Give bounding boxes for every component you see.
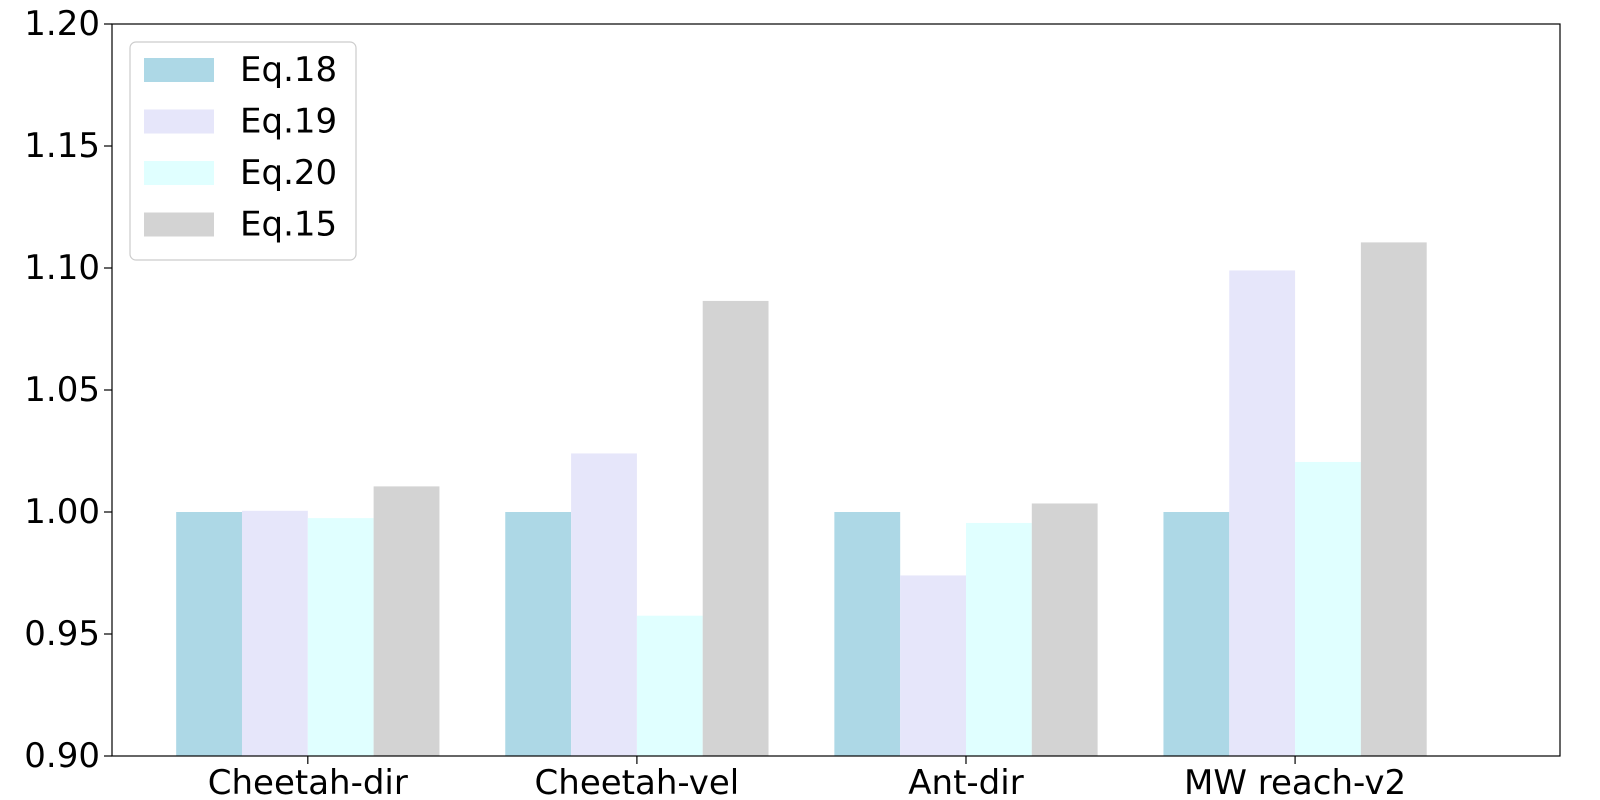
legend-swatch (144, 58, 214, 82)
bar-Eq.19-Cheetah-dir (241, 510, 308, 756)
bar-Eq.20-Ant-dir (965, 522, 1032, 756)
x-tick-label: Ant-dir (908, 763, 1023, 800)
bar-Eq.18-Cheetah-vel (505, 512, 572, 756)
y-tick-label: 0.95 (24, 614, 100, 654)
y-tick-label: 0.90 (24, 736, 100, 776)
bar-Eq.15-MW reach-v2 (1360, 242, 1427, 756)
x-axis: Cheetah-dir Cheetah-vel Ant-dir MW reach-v2 (208, 756, 1406, 800)
y-axis: 0.90 0.95 1.00 1.05 1.10 1.15 1.20 (24, 4, 112, 776)
legend-label: Eq.18 (240, 50, 337, 90)
x-tick-label: Cheetah-dir (208, 763, 408, 800)
y-tick-label: 1.00 (24, 492, 100, 532)
bar-Eq.19-Cheetah-vel (571, 453, 637, 756)
legend-swatch (144, 161, 214, 185)
legend-label: Eq.15 (240, 205, 337, 245)
y-tick-label: 1.10 (24, 248, 100, 288)
legend-label: Eq.20 (240, 153, 337, 193)
legend-box (129, 41, 357, 261)
legend-label: Eq.19 (240, 102, 337, 142)
y-tick-label: 1.20 (24, 4, 100, 44)
bar-Eq.18-MW reach-v2 (1163, 512, 1230, 756)
legend-swatch (144, 109, 214, 134)
x-tick-label: MW reach-v2 (1184, 763, 1406, 800)
bar-Eq.18-Ant-dir (834, 512, 901, 756)
bar-Eq.15-Ant-dir (1031, 503, 1098, 756)
y-tick-label: 1.15 (24, 126, 100, 166)
bar-Eq.20-Cheetah-dir (307, 518, 374, 756)
bar-Eq.20-MW reach-v2 (1295, 461, 1361, 756)
y-tick-label: 1.05 (24, 370, 100, 410)
bar-Eq.20-Cheetah-vel (636, 615, 703, 756)
bar-Eq.15-Cheetah-vel (702, 300, 769, 756)
legend: Eq.18 Eq.19 Eq.20 Eq.15 (129, 41, 357, 261)
bar-Eq.19-MW reach-v2 (1229, 270, 1296, 756)
bars-layer (176, 242, 1427, 756)
bar-Eq.19-Ant-dir (900, 575, 966, 756)
x-tick-label: Cheetah-vel (535, 763, 740, 800)
bar-Eq.18-Cheetah-dir (176, 512, 242, 756)
legend-swatch (144, 212, 214, 237)
bar-Eq.15-Cheetah-dir (373, 486, 440, 756)
